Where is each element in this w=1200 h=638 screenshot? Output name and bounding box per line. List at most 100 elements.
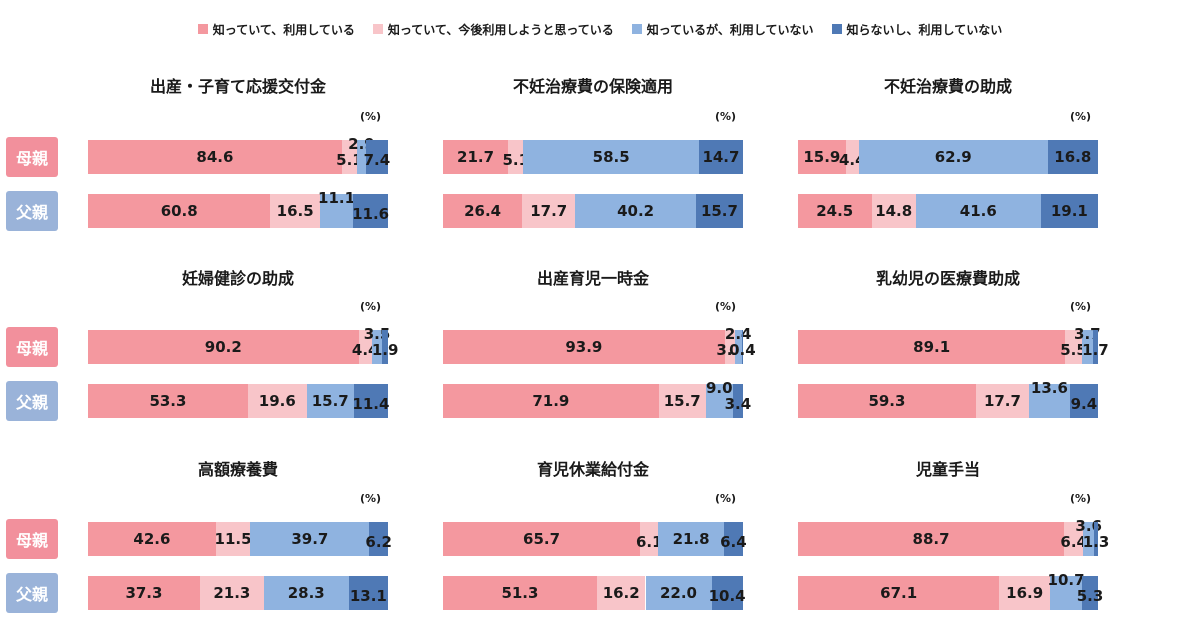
bar-segment bbox=[369, 522, 388, 556]
bar-segment bbox=[732, 384, 743, 418]
bar-segment bbox=[798, 330, 1066, 364]
value-label: 22.0 bbox=[659, 584, 697, 602]
row-label-mother: 母親 bbox=[6, 137, 58, 177]
legend-swatch bbox=[197, 24, 208, 34]
bar-segment bbox=[306, 384, 354, 418]
value-label: 65.7 bbox=[523, 530, 561, 548]
bar-segment bbox=[348, 576, 388, 610]
bar-segment bbox=[443, 522, 641, 556]
bar-segment bbox=[798, 194, 872, 228]
bar-segment bbox=[711, 576, 743, 610]
value-label: 1.9 bbox=[371, 341, 399, 359]
bar-segment bbox=[88, 140, 342, 174]
bar-segment bbox=[88, 384, 248, 418]
bar-segment bbox=[522, 194, 576, 228]
value-label: 7.4 bbox=[363, 151, 391, 169]
bar-segment bbox=[1081, 330, 1093, 364]
value-label: 6.1 bbox=[635, 533, 663, 551]
bar-segment bbox=[1040, 194, 1098, 228]
value-label: 5.1 bbox=[336, 151, 363, 169]
bar-segment bbox=[88, 330, 359, 364]
bar-segment bbox=[250, 522, 370, 556]
legend-swatch bbox=[372, 24, 383, 34]
legend-swatch bbox=[631, 24, 642, 34]
bar-segment bbox=[1050, 576, 1083, 610]
bar-segment bbox=[871, 194, 916, 228]
bar-segment bbox=[999, 576, 1050, 610]
value-label: 28.3 bbox=[287, 584, 325, 602]
percent-unit: (%) bbox=[360, 492, 382, 505]
legend: 知っていて、利用している 知っていて、今後利用しようと思っている 知っているが、利用… bbox=[0, 18, 1200, 40]
value-label: 15.7 bbox=[663, 392, 701, 410]
bar-segment bbox=[1083, 522, 1095, 556]
bar-segment bbox=[798, 384, 976, 418]
bar-segment bbox=[1065, 330, 1082, 364]
value-label: 16.5 bbox=[276, 202, 314, 220]
value-label: 59.3 bbox=[868, 392, 906, 410]
bar-segment bbox=[215, 522, 251, 556]
bar-segment bbox=[1029, 384, 1070, 418]
value-label: 24.5 bbox=[816, 202, 854, 220]
legend-item: 知らないし、利用していない bbox=[831, 21, 1003, 38]
chart-title: 乳幼児の医療費助成 bbox=[875, 269, 1020, 288]
value-label: 13.6 bbox=[1030, 379, 1068, 397]
value-label: 6.4 bbox=[720, 533, 747, 551]
value-label: 11.6 bbox=[352, 205, 390, 223]
percent-unit: (%) bbox=[715, 300, 737, 313]
value-label: 71.9 bbox=[532, 392, 570, 410]
chart-title: 不妊治療費の保険適用 bbox=[512, 77, 673, 96]
bar-segment bbox=[88, 194, 271, 228]
value-label: 5.5 bbox=[1060, 341, 1087, 359]
value-label: 41.6 bbox=[959, 202, 997, 220]
row-label-mother: 母親 bbox=[6, 519, 58, 559]
bar-segment bbox=[443, 140, 509, 174]
value-label: 14.7 bbox=[702, 148, 740, 166]
value-label: 2.4 bbox=[724, 325, 752, 343]
value-label: 89.1 bbox=[913, 338, 951, 356]
bar-segment bbox=[353, 194, 388, 228]
percent-unit: (%) bbox=[1070, 110, 1092, 123]
bar-segment bbox=[734, 330, 742, 364]
percent-unit: (%) bbox=[360, 110, 382, 123]
chart-title: 出産育児一時金 bbox=[536, 269, 649, 288]
row-label-father: 父親 bbox=[6, 573, 58, 613]
value-label: 90.2 bbox=[204, 338, 242, 356]
value-label: 40.2 bbox=[617, 202, 655, 220]
value-label: 58.5 bbox=[592, 148, 630, 166]
value-label: 53.3 bbox=[149, 392, 187, 410]
chart-title: 不妊治療費の助成 bbox=[883, 77, 1012, 96]
bar-segment bbox=[845, 140, 859, 174]
bar-segment bbox=[263, 576, 349, 610]
value-label: 39.7 bbox=[291, 530, 329, 548]
value-label: 11.4 bbox=[352, 395, 390, 413]
bar-segment bbox=[975, 384, 1029, 418]
bar-segment bbox=[371, 330, 383, 364]
bar-segment bbox=[443, 576, 597, 610]
bar-segment bbox=[658, 384, 706, 418]
legend-label: 知っていて、利用している bbox=[212, 22, 355, 37]
bar-segment bbox=[798, 522, 1065, 556]
value-label: 11.5 bbox=[214, 530, 252, 548]
percent-unit: (%) bbox=[715, 492, 737, 505]
percent-unit: (%) bbox=[360, 300, 382, 313]
row-label-father: 父親 bbox=[6, 381, 58, 421]
bar-segment bbox=[357, 140, 366, 174]
bar-segment bbox=[382, 330, 388, 364]
bar-segment bbox=[695, 194, 743, 228]
bar-segment bbox=[724, 330, 735, 364]
value-label: 9.0 bbox=[706, 379, 733, 397]
legend-label: 知らないし、利用していない bbox=[846, 22, 1003, 37]
bar-segment bbox=[319, 194, 354, 228]
value-label: 10.7 bbox=[1047, 571, 1085, 589]
bar-segment bbox=[443, 384, 659, 418]
value-label: 84.6 bbox=[196, 148, 234, 166]
bar-segment bbox=[1047, 140, 1098, 174]
bar-segment bbox=[88, 576, 200, 610]
value-label: 16.8 bbox=[1054, 148, 1092, 166]
value-label: 6.4 bbox=[1060, 533, 1087, 551]
value-label: 88.7 bbox=[912, 530, 950, 548]
bar-segment bbox=[698, 140, 743, 174]
percent-unit: (%) bbox=[1070, 300, 1092, 313]
bar-segment bbox=[523, 140, 699, 174]
